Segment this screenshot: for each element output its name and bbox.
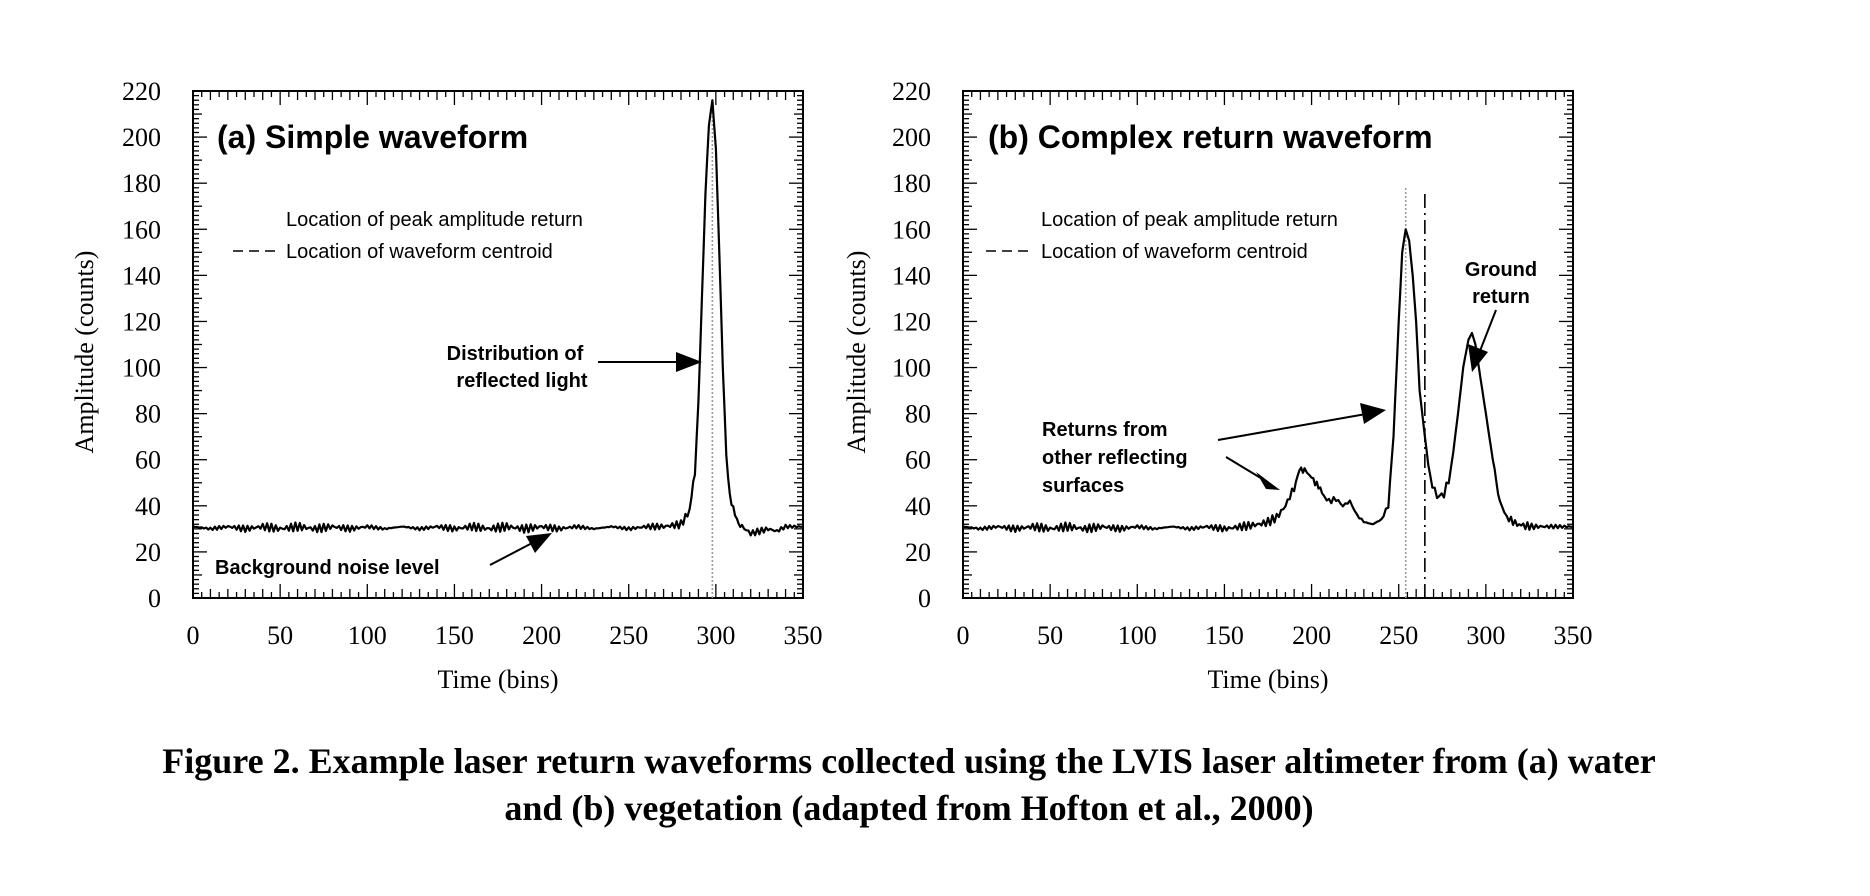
panel-b-title: (b) Complex return waveform: [988, 119, 1433, 155]
panel-a-ticks: [192, 90, 804, 599]
x-tick-label: 200: [522, 621, 561, 650]
x-tick-label: 0: [187, 621, 200, 650]
panel-b-waveform-line: [962, 228, 1574, 534]
panel-b-annotation-other-surfaces-line2: other reflecting: [1042, 447, 1188, 469]
x-tick-label: 0: [957, 621, 970, 650]
y-tick-label: 60: [135, 446, 161, 475]
y-tick-label: 100: [892, 354, 931, 383]
y-tick-label: 80: [905, 400, 931, 429]
y-tick-label: 140: [122, 261, 161, 290]
y-tick-label: 40: [135, 492, 161, 521]
panel-a-legend-centroid-label: Location of waveform centroid: [286, 241, 553, 263]
panel-b-arrow-to-understory-peak: [1225, 456, 1280, 490]
panel-b-annotation-ground-line2: return: [1472, 286, 1530, 308]
x-tick-label: 300: [1466, 621, 1505, 650]
panel-a-arrow-reflected-light: [598, 352, 702, 372]
panel-a-annotation-reflected-light-line2: reflected light: [456, 370, 587, 392]
x-tick-label: 100: [348, 621, 387, 650]
y-tick-label: 0: [148, 584, 161, 613]
y-tick-label: 40: [905, 492, 931, 521]
panel-a-x-axis-title: Time (bins): [437, 665, 558, 694]
x-tick-label: 100: [1118, 621, 1157, 650]
panel-a-tick-labels: 0 50 100 150 200 250 300 350 0 20 40 60 80 100 120 140 1…: [122, 77, 823, 650]
y-tick-label: 180: [122, 169, 161, 198]
y-tick-label: 120: [892, 307, 931, 336]
y-tick-label: 200: [892, 123, 931, 152]
y-tick-label: 180: [892, 169, 931, 198]
panel-b-y-axis-title: Amplitude (counts): [842, 251, 871, 454]
figure-caption-line2: and (b) vegetation (adapted from Hofton …: [504, 788, 1313, 828]
panel-b-legend-centroid-label: Location of waveform centroid: [1041, 241, 1308, 263]
panel-a-waveform-chart: 0 50 100 150 200 250 300 350 0 20 40 60 80 100 120 140 1…: [70, 77, 823, 694]
panel-b-legend-peak-label: Location of peak amplitude return: [1041, 209, 1338, 231]
y-tick-label: 20: [135, 538, 161, 567]
y-tick-label: 200: [122, 123, 161, 152]
x-tick-label: 150: [1205, 621, 1244, 650]
panel-a-annotation-reflected-light-line1: Distribution of: [447, 343, 584, 365]
y-tick-label: 160: [892, 215, 931, 244]
panel-b-annotation-ground-line1: Ground: [1465, 259, 1537, 281]
x-tick-label: 200: [1292, 621, 1331, 650]
panel-b-x-axis-title: Time (bins): [1207, 665, 1328, 694]
panel-a-waveform-line: [192, 99, 804, 537]
panel-b-ticks: [962, 90, 1574, 599]
y-tick-label: 220: [122, 77, 161, 106]
panel-a-title: (a) Simple waveform: [217, 119, 528, 155]
y-tick-label: 160: [122, 215, 161, 244]
x-tick-label: 50: [267, 621, 293, 650]
y-tick-label: 120: [122, 307, 161, 336]
panel-b-tick-labels: 0 50 100 150 200 250 300 350 0 20 40 60 80 100 120 140 1…: [892, 77, 1593, 650]
y-tick-label: 60: [905, 446, 931, 475]
y-tick-label: 100: [122, 354, 161, 383]
y-tick-label: 20: [905, 538, 931, 567]
panel-a-legend-peak-label: Location of peak amplitude return: [286, 209, 583, 231]
y-tick-label: 0: [918, 584, 931, 613]
panel-a-annotation-background-noise: Background noise level: [215, 557, 440, 579]
x-tick-label: 250: [1379, 621, 1418, 650]
y-tick-label: 140: [892, 261, 931, 290]
panel-a-arrow-background-noise: [489, 533, 552, 566]
panel-b-arrow-to-canopy-peak: [1217, 403, 1386, 441]
x-tick-label: 50: [1037, 621, 1063, 650]
y-tick-label: 80: [135, 400, 161, 429]
figure-caption-line1: Figure 2. Example laser return waveforms…: [162, 741, 1655, 781]
x-tick-label: 350: [784, 621, 823, 650]
x-tick-label: 300: [696, 621, 735, 650]
x-tick-label: 250: [609, 621, 648, 650]
panel-b-annotation-other-surfaces-line3: surfaces: [1042, 475, 1124, 497]
panel-a-y-axis-title: Amplitude (counts): [70, 251, 99, 454]
y-tick-label: 220: [892, 77, 931, 106]
x-tick-label: 350: [1554, 621, 1593, 650]
x-tick-label: 150: [435, 621, 474, 650]
panel-b-arrow-ground-return: [1468, 309, 1497, 372]
panel-b-waveform-chart: 0 50 100 150 200 250 300 350 0 20 40 60 80 100 120 140 1…: [842, 77, 1593, 694]
panel-b-annotation-other-surfaces-line1: Returns from: [1042, 419, 1168, 441]
